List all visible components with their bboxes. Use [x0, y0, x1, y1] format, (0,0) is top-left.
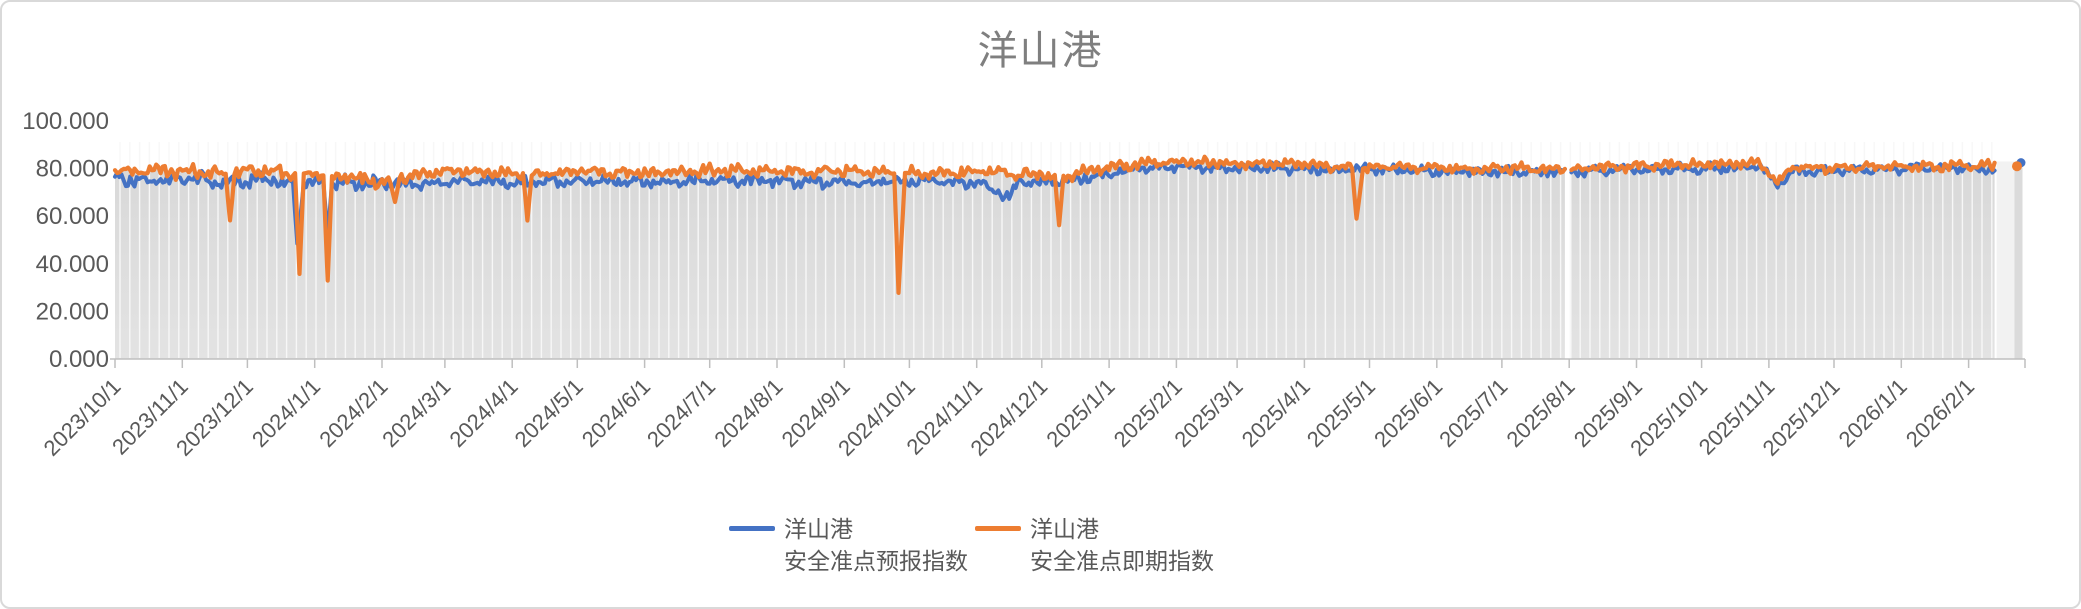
series-line-spot[interactable] — [112, 154, 1997, 295]
y-tick-label: 40.000 — [36, 251, 109, 278]
x-tick-label: 2025/7/1 — [1434, 374, 1512, 452]
y-tick-label: 80.000 — [36, 156, 109, 183]
y-tick-label: 60.000 — [36, 203, 109, 230]
y-tick-label: 100.000 — [22, 108, 109, 135]
x-tick-label: 2025/4/1 — [1237, 374, 1315, 452]
x-tick-label: 2026/2/1 — [1901, 374, 1979, 452]
x-tick-label: 2025/6/1 — [1369, 374, 1447, 452]
legend: 洋山港 安全准点预报指数 洋山港 安全准点即期指数 — [2, 513, 2079, 603]
future-gap-band — [1996, 161, 2015, 359]
y-tick-label: 0.000 — [49, 346, 109, 373]
x-tick-label: 2026/1/1 — [1834, 374, 1912, 452]
x-tick-label: 2024/5/1 — [510, 374, 588, 452]
x-tick-label: 2025/3/1 — [1169, 374, 1247, 452]
forecast-series-marker — [729, 526, 775, 531]
drop-fill-area — [115, 154, 1995, 359]
legend-label-forecast: 洋山港 安全准点预报指数 — [784, 516, 968, 574]
x-axis-line[interactable] — [110, 358, 2026, 368]
legend-item-spot[interactable]: 洋山港 安全准点即期指数 — [975, 513, 1214, 577]
legend-item-forecast[interactable]: 洋山港 安全准点预报指数 — [729, 513, 968, 577]
x-tick-label: 2025/8/1 — [1502, 374, 1580, 452]
legend-label-spot: 洋山港 安全准点即期指数 — [1030, 516, 1214, 574]
x-tick-label: 2024/4/1 — [445, 374, 523, 452]
x-axis-labels[interactable]: 2023/10/12023/11/12023/12/12024/1/12024/… — [39, 374, 1979, 461]
final-point-spot[interactable] — [2011, 161, 2022, 172]
series-line-forecast[interactable] — [113, 160, 1997, 246]
y-tick-label: 20.000 — [36, 298, 109, 325]
x-tick-label: 2024/6/1 — [577, 374, 655, 452]
x-tick-label: 2024/8/1 — [709, 374, 787, 452]
chart-title[interactable]: 洋山港 — [977, 29, 1104, 73]
final-point-bar — [2014, 166, 2023, 359]
x-tick-label: 2024/2/1 — [314, 374, 392, 452]
y-axis-labels[interactable]: 0.000 20.000 40.000 60.000 80.000 100.000 — [22, 108, 109, 373]
spot-series-marker — [975, 526, 1021, 531]
x-tick-label: 2025/1/1 — [1041, 374, 1119, 452]
x-tick-label: 2024/7/1 — [642, 374, 720, 452]
x-tick-label: 2025/5/1 — [1302, 374, 1380, 452]
x-tick-label: 2024/3/1 — [377, 374, 455, 452]
x-tick-label: 2024/1/1 — [247, 374, 325, 452]
